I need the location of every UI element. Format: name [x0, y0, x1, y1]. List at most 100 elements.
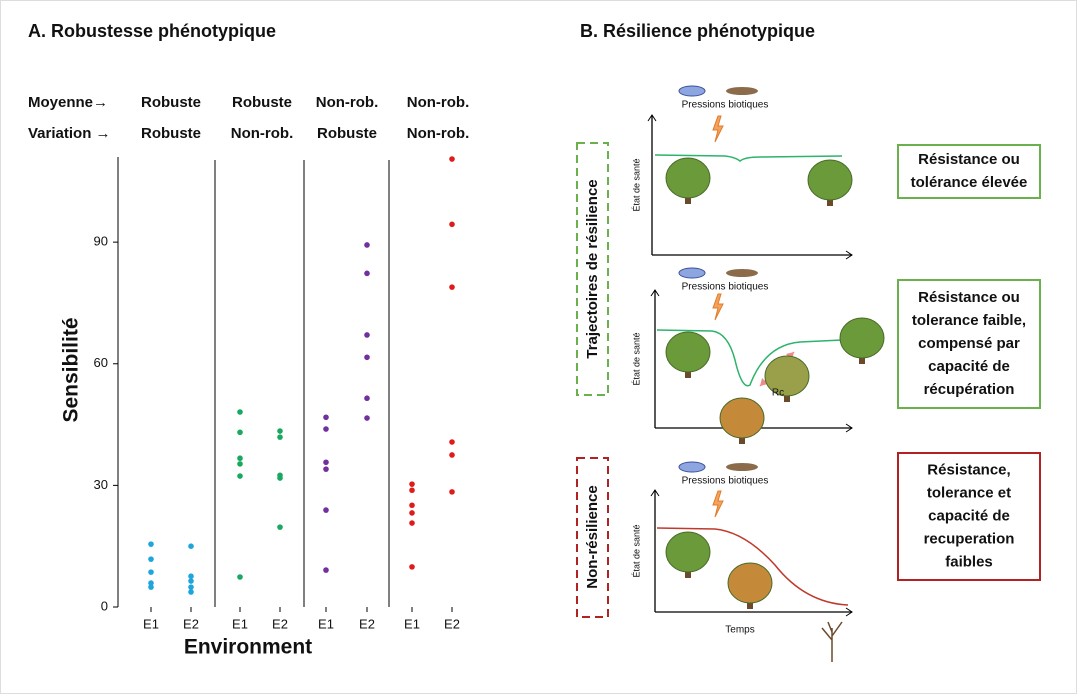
arrow-head: [650, 489, 660, 497]
data-point: [188, 584, 194, 590]
lightning: [712, 293, 724, 321]
y-tick-label: 30: [94, 477, 108, 492]
side-box: [576, 142, 609, 396]
y-axis-label: État de santé: [631, 332, 641, 385]
data-point: [188, 589, 194, 595]
pathogen-icon: [678, 85, 706, 97]
outcome-text: faibles: [945, 553, 993, 570]
pathogen-icon: [678, 461, 706, 473]
insect-icon: [726, 87, 758, 95]
tree-crown: [665, 531, 711, 573]
pressure-label: Pressions biotiques: [682, 282, 769, 293]
tree-crown: [764, 355, 810, 397]
y-axis-label: Sensibilité: [60, 317, 83, 422]
x-tick-label: E2: [359, 616, 375, 631]
data-point: [323, 414, 329, 421]
data-point: [449, 489, 455, 495]
lightning: [712, 490, 724, 518]
data-point: [188, 573, 194, 579]
x-axis-label: Temps: [725, 625, 754, 636]
data-point: [364, 332, 370, 338]
outcome-text: compensé par: [918, 335, 1020, 352]
x-tick-label: E2: [444, 616, 460, 631]
row-label: Variation →: [28, 125, 111, 142]
insect-icon: [726, 463, 758, 471]
x-axis-label: Environment: [184, 636, 312, 659]
health-curve: [656, 527, 849, 606]
data-point: [364, 242, 370, 248]
y-tick-label: 0: [101, 598, 108, 613]
side-label: Non-résilience: [584, 485, 601, 588]
pressure-label: Pressions biotiques: [682, 100, 769, 111]
data-point: [323, 426, 329, 432]
rc-arrow-head: [760, 352, 794, 386]
y-axis-label: État de santé: [631, 158, 641, 211]
group-mean: Robuste: [232, 94, 292, 111]
x-tick-label: E2: [183, 616, 199, 631]
data-point: [323, 507, 329, 513]
outcome-text: capacité de: [928, 507, 1010, 524]
data-point: [364, 415, 370, 421]
tree-crown: [665, 157, 711, 199]
tree-crown: [807, 159, 853, 201]
health-curve: [654, 154, 843, 162]
tree-crown: [719, 397, 765, 439]
data-point: [409, 502, 415, 509]
data-point: [148, 569, 154, 575]
group-variation: Non-rob.: [231, 125, 293, 142]
outcome-text: récupération: [924, 381, 1015, 398]
data-point: [323, 567, 329, 573]
group-mean: Non-rob.: [316, 94, 378, 111]
data-point: [364, 354, 370, 361]
data-point: [364, 395, 370, 402]
data-point: [409, 487, 415, 494]
data-point: [449, 452, 455, 458]
x-tick-label: E2: [272, 616, 288, 631]
outcome-box: [897, 279, 1041, 409]
health-curve: [656, 329, 843, 387]
insect-icon: [726, 269, 758, 277]
data-point: [148, 541, 154, 547]
data-point: [148, 580, 154, 586]
data-point: [237, 455, 243, 462]
outcome-text: recuperation: [924, 530, 1015, 547]
y-axis-label: État de santé: [631, 524, 641, 577]
arrow-head: [647, 114, 657, 122]
data-point: [277, 524, 283, 530]
pathogen-icon: [678, 267, 706, 279]
panel-a-title: A. Robustesse phénotypique: [28, 21, 276, 41]
x-tick-label: E1: [232, 616, 248, 631]
group-mean: Non-rob.: [407, 94, 469, 111]
outcome-text: tolérance élevée: [911, 174, 1028, 191]
outcome-text: Résistance,: [927, 461, 1010, 478]
arrow-head: [845, 607, 853, 617]
data-point: [237, 461, 243, 467]
tree-crown: [727, 562, 773, 604]
arrow-head: [650, 289, 660, 297]
data-point: [148, 556, 154, 562]
outcome-text: tolerance et: [927, 484, 1011, 501]
data-point: [277, 428, 283, 434]
tree-crown: [665, 331, 711, 373]
data-point: [449, 156, 455, 162]
side-box: [576, 457, 609, 618]
group-mean: Robuste: [141, 94, 201, 111]
arrow-head: [845, 423, 853, 433]
data-point: [409, 481, 415, 487]
rc-label: Rc: [772, 388, 784, 399]
outcome-box: [897, 144, 1041, 199]
group-variation: Non-rob.: [407, 125, 469, 142]
data-point: [409, 510, 415, 516]
data-point: [409, 564, 415, 570]
data-point: [277, 475, 283, 481]
outcome-text: capacité de: [928, 358, 1010, 375]
y-tick-label: 60: [94, 355, 108, 370]
data-point: [323, 466, 329, 472]
group-variation: Robuste: [317, 125, 377, 142]
x-tick-label: E1: [404, 616, 420, 631]
data-point: [188, 543, 194, 549]
data-point: [237, 574, 243, 580]
pressure-label: Pressions biotiques: [682, 476, 769, 487]
data-point: [237, 409, 243, 415]
